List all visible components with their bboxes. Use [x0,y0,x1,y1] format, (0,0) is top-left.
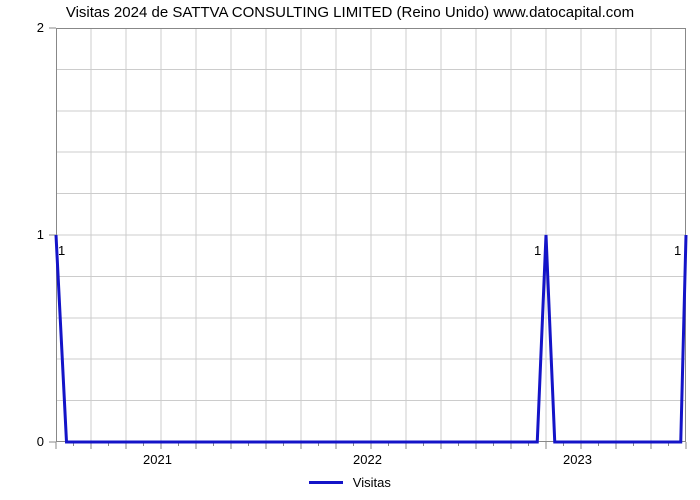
x-tick-label: 2021 [143,452,172,467]
plot-area [56,28,686,442]
plot-svg [56,28,686,442]
x-tick-label: 2023 [563,452,592,467]
chart-container: Visitas 2024 de SATTVA CONSULTING LIMITE… [0,0,700,500]
chart-title: Visitas 2024 de SATTVA CONSULTING LIMITE… [0,4,700,21]
y-tick-label: 1 [37,227,44,242]
legend-label: Visitas [353,475,391,490]
legend-swatch [309,481,343,484]
point-label: 1 [58,243,65,258]
x-tick-label: 2022 [353,452,382,467]
y-tick-label: 0 [37,434,44,449]
point-label: 1 [674,243,681,258]
point-label: 1 [534,243,541,258]
legend: Visitas [0,474,700,490]
y-tick-label: 2 [37,20,44,35]
